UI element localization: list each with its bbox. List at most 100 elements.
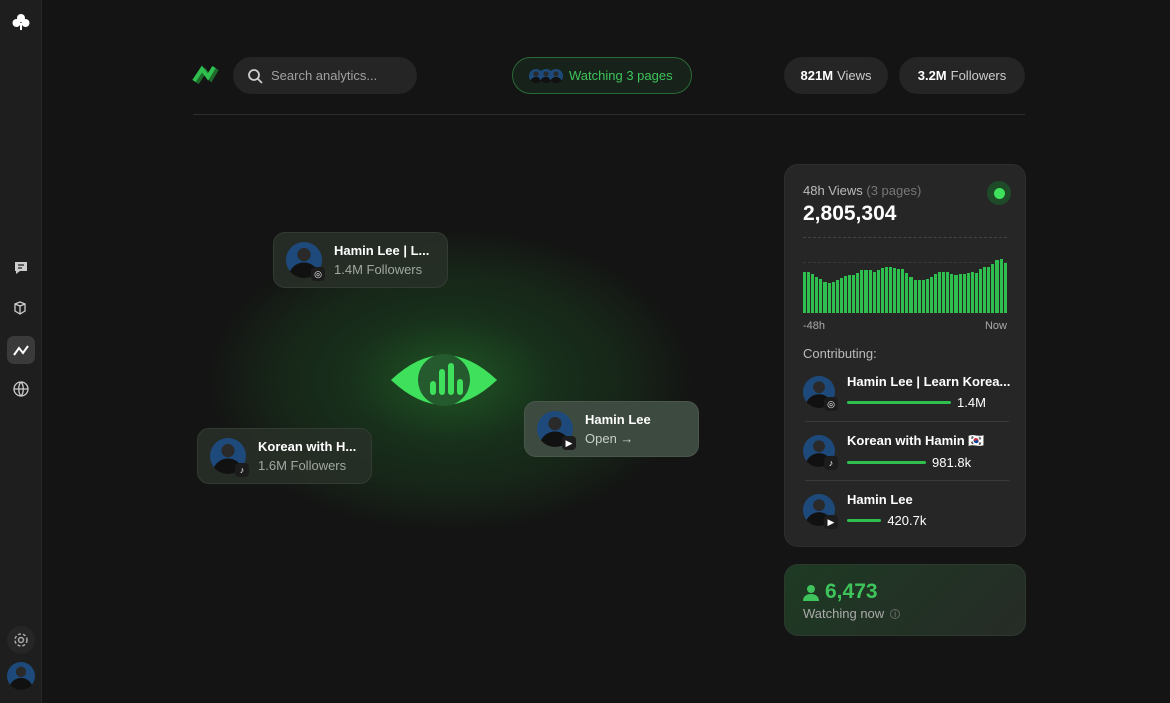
followers-value: 3.2M (917, 68, 947, 83)
page-name: Korean with H... (258, 439, 357, 454)
sparkline-bar (974, 272, 979, 313)
views-card-title: 48h Views (3 pages) (803, 183, 922, 198)
avatar: ▶ (537, 411, 576, 450)
instagram-icon: ◎ (311, 267, 325, 281)
chat-icon[interactable] (7, 254, 35, 282)
avatar: ♪ (803, 435, 838, 470)
sparkline-bar (962, 274, 966, 313)
contributor-bar (847, 401, 951, 404)
watching-label: Watching now (803, 606, 885, 621)
search-input[interactable]: Search analytics... (233, 57, 417, 94)
page-card-youtube[interactable]: ▶ Hamin Lee Open → (524, 401, 699, 457)
trend-icon[interactable] (7, 336, 35, 364)
app-logo-icon (192, 63, 220, 92)
contributor-value: 981.8k (932, 454, 972, 470)
contributing-label: Contributing: (803, 346, 877, 361)
sparkline-bar (925, 279, 929, 313)
open-link[interactable]: Open → (585, 431, 634, 446)
followers-label: Followers (950, 68, 1007, 83)
clover-icon[interactable] (7, 8, 35, 36)
sparkline-bar (917, 279, 921, 313)
contributor-row[interactable]: ♪ Korean with Hamin 🇰🇷 981.8k (785, 422, 1025, 480)
sparkline-bar (876, 270, 880, 313)
sparkline-bar (893, 267, 897, 313)
sparkline-bar (938, 272, 942, 313)
sparkline-bar (905, 272, 909, 313)
contributor-row[interactable]: ▶ Hamin Lee 420.7k (785, 481, 1025, 539)
views-stat[interactable]: 821M Views (784, 57, 888, 94)
youtube-icon: ▶ (824, 515, 838, 529)
sparkline-bar (868, 269, 872, 313)
sparkline-bar (856, 273, 860, 313)
sparkline-bar (958, 274, 962, 313)
divider (805, 421, 1009, 422)
sparkline-bar (831, 282, 835, 313)
watching-label: Watching 3 pages (569, 68, 673, 83)
divider (805, 480, 1009, 481)
contributor-row[interactable]: ◎ Hamin Lee | Learn Korea... 1.4M (785, 363, 1025, 421)
sparkline-bar (888, 267, 893, 313)
contributor-bar (847, 519, 882, 522)
views-value: 821M (800, 68, 834, 83)
page-avatars (529, 68, 563, 83)
instagram-icon: ◎ (824, 397, 838, 411)
sparkline-bar (815, 277, 819, 313)
page-card-tiktok[interactable]: ♪ Korean with H... 1.6M Followers (197, 428, 372, 484)
sparkline-bar (913, 279, 917, 313)
sparkline-bar (848, 275, 852, 313)
sparkline-bar (942, 271, 946, 313)
sparkline-bar (807, 272, 811, 313)
x-start-label: -48h (803, 320, 826, 332)
grid-line (803, 262, 1007, 263)
page-name: Hamin Lee (585, 412, 651, 427)
sparkline-bar (991, 264, 995, 313)
sparkline-bar (934, 274, 938, 313)
page-followers: 1.4M Followers (334, 262, 423, 277)
cubes-icon[interactable] (7, 294, 35, 322)
page-followers: 1.6M Followers (258, 458, 347, 473)
sparkline-bar (979, 269, 983, 313)
sparkline-bar (860, 270, 864, 313)
sparkline-bar (843, 275, 848, 313)
sparkline-bar (970, 271, 974, 313)
gear-icon[interactable] (7, 626, 35, 654)
globe-icon[interactable] (7, 375, 35, 403)
sparkline-bar (811, 274, 815, 313)
sparkline-bar (839, 277, 843, 313)
avatar: ♪ (210, 438, 249, 477)
sparkline-bar (901, 269, 905, 313)
views-sparkline (803, 257, 1007, 313)
sparkline-bar (950, 274, 954, 313)
header-divider (193, 114, 1025, 115)
views-total: 2,805,304 (803, 202, 897, 225)
sparkline-bar (835, 279, 839, 313)
sparkline-bar (954, 275, 958, 313)
sparkline-bar (999, 259, 1003, 313)
watching-pages-button[interactable]: Watching 3 pages (512, 57, 692, 94)
sparkline-bar (995, 260, 999, 313)
avatar: ▶ (803, 494, 838, 529)
eye-analytics-icon (389, 345, 499, 420)
contributor-name: Hamin Lee (847, 492, 913, 507)
followers-stat[interactable]: 3.2M Followers (899, 57, 1025, 94)
sparkline-bar (987, 266, 991, 313)
contributors-list: ◎ Hamin Lee | Learn Korea... 1.4M ♪ Korean w… (785, 363, 1025, 539)
avatar: ◎ (286, 242, 325, 281)
views-card: 48h Views (3 pages) 2,805,304 -48h Now C… (784, 164, 1026, 547)
user-avatar[interactable] (7, 662, 35, 690)
watching-count: 6,473 (825, 580, 878, 603)
watching-now-card: 6,473 Watching now i (784, 564, 1026, 636)
search-placeholder: Search analytics... (271, 68, 378, 83)
sparkline-bar (909, 277, 913, 313)
page-card-instagram[interactable]: ◎ Hamin Lee | L... 1.4M Followers (273, 232, 448, 288)
page-name: Hamin Lee | L... (334, 243, 430, 258)
tiktok-icon: ♪ (824, 456, 838, 470)
tiktok-icon: ♪ (235, 463, 249, 477)
sparkline-bar (852, 275, 856, 313)
contributor-name: Hamin Lee | Learn Korea... (847, 374, 1011, 389)
sparkline-bar (864, 269, 868, 313)
info-icon[interactable]: i (890, 608, 901, 619)
sparkline-bar (880, 268, 884, 313)
sparkline-bar (884, 266, 888, 313)
sparkline-bar (872, 271, 876, 313)
